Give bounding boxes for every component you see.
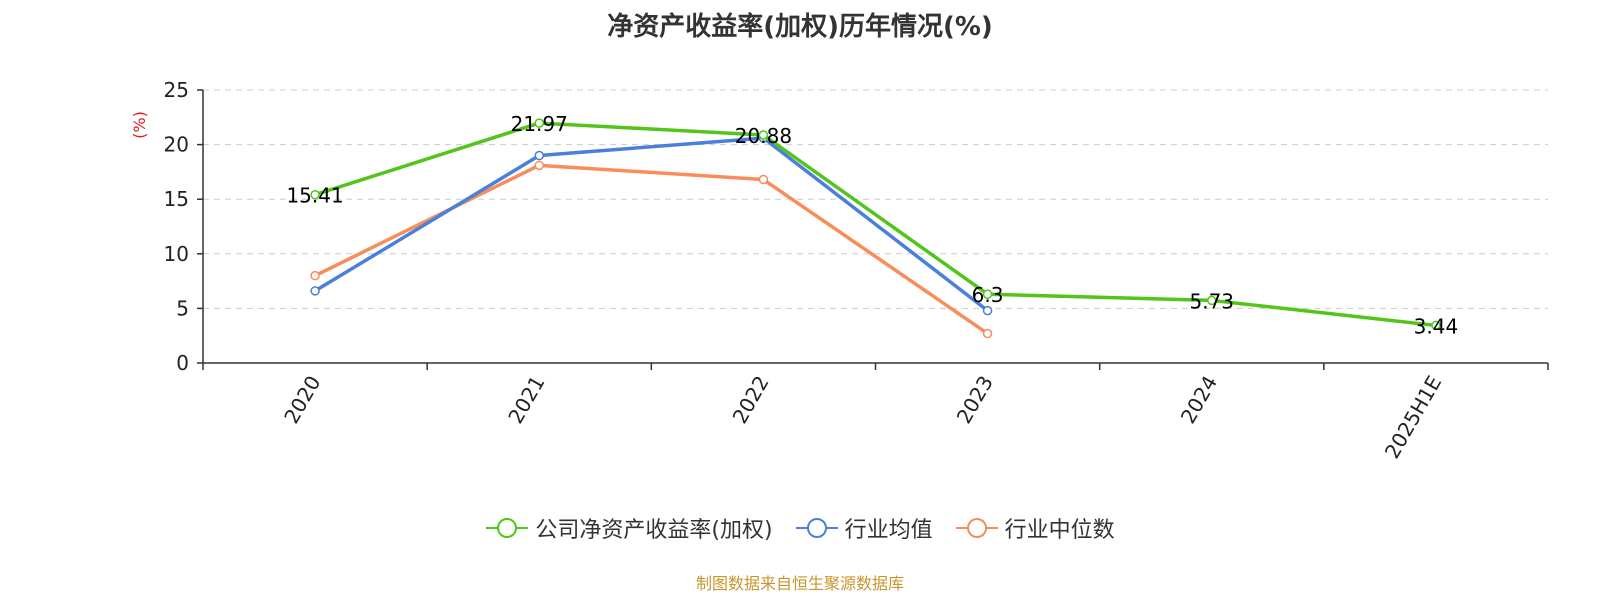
y-tick-label: 15 [164, 187, 189, 211]
data-point[interactable] [310, 189, 320, 200]
data-point[interactable] [758, 130, 769, 140]
data-point[interactable] [310, 286, 320, 296]
data-label: 6.3 [972, 283, 1004, 307]
series-layer [310, 118, 1441, 339]
x-tick-label: 2023 [952, 371, 998, 427]
y-tick-label: 20 [164, 133, 189, 157]
axis-layer: 0 5 10 15 20 25 (%) 2020 2021 2022 2023 2024 2025H1E [130, 78, 1549, 463]
data-point[interactable] [982, 305, 993, 316]
data-label: 3.44 [1414, 314, 1459, 338]
data-label: 5.73 [1189, 289, 1234, 313]
data-point[interactable] [534, 150, 544, 161]
data-label: 15.41 [286, 184, 343, 208]
legend-item[interactable]: 行业中位数 [955, 512, 1115, 544]
series-line [314, 163, 989, 335]
y-tick-label: 10 [164, 242, 189, 266]
y-tick-label: 0 [176, 351, 189, 375]
y-tick-label: 5 [176, 296, 189, 320]
x-tick-label: 2024 [1176, 372, 1222, 428]
legend-item[interactable]: 公司净资产收益率(加权) [485, 512, 773, 544]
data-label: 20.88 [735, 124, 792, 148]
y-tick-label: 25 [164, 78, 189, 102]
data-label: 21.97 [511, 112, 568, 136]
legend: 公司净资产收益率(加权) 行业均值 行业中位数 [0, 512, 1600, 544]
x-tick-label: 2020 [279, 372, 325, 428]
data-point[interactable] [1431, 320, 1441, 331]
series-line [314, 136, 989, 312]
legend-label: 行业中位数 [1004, 518, 1115, 543]
source-note: 制图数据来自恒生聚源数据库 [695, 574, 904, 593]
chart-title: 净资产收益率(加权)历年情况(%) [607, 12, 993, 42]
x-tick-label: 2025H1E [1380, 372, 1446, 463]
data-point[interactable] [758, 174, 769, 185]
data-point[interactable] [534, 160, 544, 171]
data-point[interactable] [982, 289, 993, 299]
data-point[interactable] [534, 118, 544, 128]
legend-label: 公司净资产收益率(加权) [535, 518, 773, 543]
legend-line-circle-icon [486, 518, 529, 538]
x-tick-label: 2022 [728, 372, 774, 428]
legend-line-circle-icon [795, 518, 838, 538]
series-2 [310, 160, 993, 339]
series-line [314, 121, 1437, 328]
legend-label: 行业均值 [844, 518, 933, 543]
y-axis-unit-label: (%) [130, 111, 149, 139]
x-tick-label: 2021 [503, 372, 549, 428]
grid-layer [203, 89, 1548, 309]
data-label-layer: 15.41 21.97 20.88 6.3 5.73 3.44 [286, 112, 1458, 338]
legend-item[interactable]: 行业均值 [795, 512, 933, 544]
series-0 [310, 118, 1441, 331]
data-point[interactable] [310, 270, 320, 281]
data-point[interactable] [1207, 295, 1217, 306]
legend-line-circle-icon [955, 518, 998, 538]
data-point[interactable] [982, 328, 993, 339]
